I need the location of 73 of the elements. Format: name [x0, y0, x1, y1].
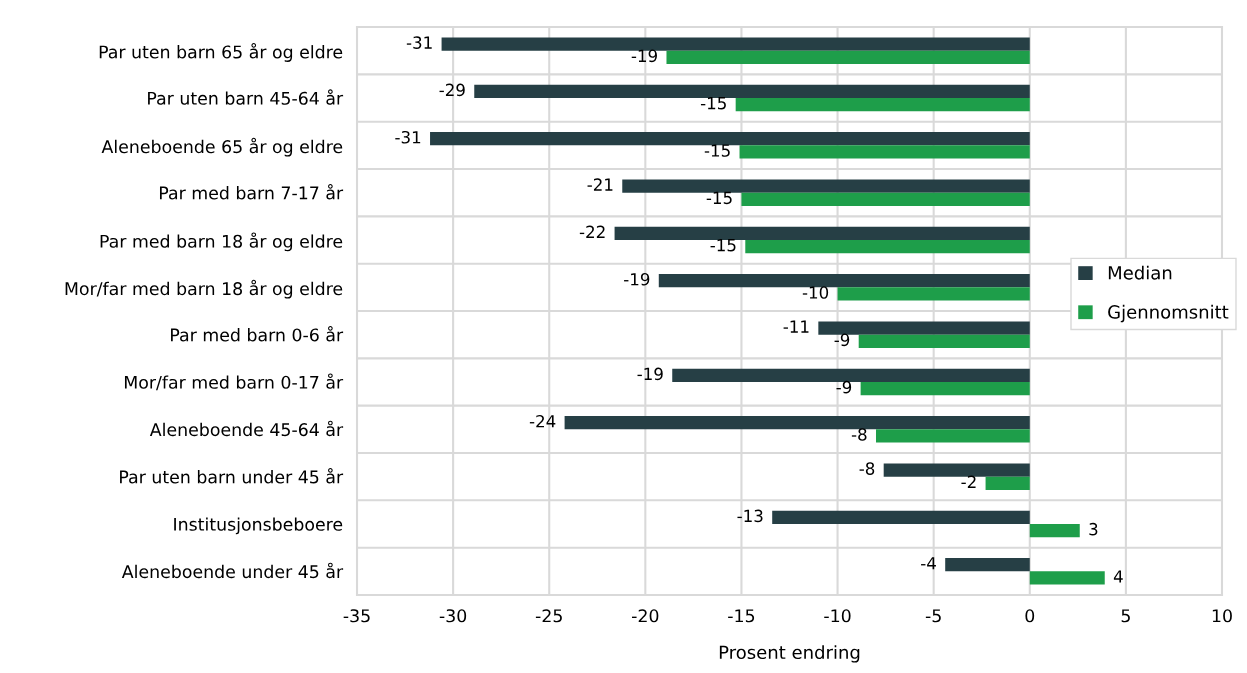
y-tick-label: Aleneboende 65 år og eldre	[101, 137, 343, 157]
bar	[945, 558, 1030, 572]
x-tick-label: 0	[1025, 609, 1035, 623]
data-label: 3	[1089, 522, 1098, 536]
bar	[658, 274, 1030, 288]
bar	[614, 226, 1030, 240]
data-label: -19	[624, 272, 650, 286]
bar	[883, 463, 1030, 477]
bar	[666, 50, 1030, 64]
y-tick-label: Aleneboende 45-64 år	[149, 420, 344, 437]
bar	[818, 321, 1030, 335]
bar	[745, 240, 1030, 254]
bar	[739, 145, 1030, 159]
y-tick-label: Par med barn 18 år og eldre	[100, 232, 343, 252]
bar	[985, 476, 1030, 490]
x-tick-label: -10	[824, 609, 851, 623]
bar	[876, 429, 1030, 443]
data-label: -11	[783, 320, 809, 333]
x-axis-title: Prosent endring	[719, 645, 860, 663]
y-tick-label: Aleneboende under 45 år	[121, 562, 344, 579]
x-tick-label: -25	[535, 609, 562, 623]
data-label: -15	[706, 191, 732, 205]
x-tick-label: -35	[343, 609, 370, 623]
data-label: -10	[802, 286, 829, 299]
x-tick-label: -20	[632, 609, 659, 623]
data-label: 4	[1113, 570, 1123, 583]
data-label: -15	[704, 144, 730, 157]
bar	[837, 287, 1030, 301]
legend-label: Gjennomsnitt	[1108, 304, 1229, 323]
bar	[1029, 524, 1080, 538]
x-tick-label: -30	[439, 609, 467, 623]
data-label: -9	[834, 333, 850, 347]
x-tick-label: 5	[1121, 609, 1130, 623]
y-tick-label: Par med barn 0-6 år	[171, 326, 344, 342]
bar	[741, 192, 1030, 206]
data-label: -9	[836, 380, 852, 394]
data-label: -8	[851, 428, 867, 441]
bar	[622, 179, 1030, 193]
data-label: -2	[961, 475, 976, 488]
bar	[860, 382, 1030, 396]
y-tick-label: Par uten barn under 45 år	[120, 468, 344, 484]
y-tick-label: Institusjonsbeboere	[174, 517, 343, 535]
bar	[564, 416, 1030, 430]
data-label: -31	[395, 130, 421, 144]
y-tick-label: Mor/far med barn 0-17 år	[124, 373, 344, 391]
y-tick-label: Par uten barn 45-64 år	[148, 89, 344, 105]
data-label: -21	[587, 178, 613, 191]
x-tick-label: -5	[925, 609, 941, 623]
y-tick-label: Par med barn 7-17 år	[159, 184, 344, 200]
x-tick-label: -15	[728, 609, 755, 623]
data-label: -31	[406, 36, 432, 49]
data-label: -19	[637, 367, 663, 381]
data-label: -22	[579, 225, 605, 238]
bar	[474, 84, 1030, 98]
data-label: -8	[859, 462, 875, 475]
data-label: -4	[921, 557, 936, 570]
data-label: -13	[737, 509, 763, 523]
data-label: -29	[439, 83, 465, 97]
data-label: -15	[700, 97, 726, 110]
bar	[441, 37, 1030, 51]
legend-label: Median	[1108, 265, 1172, 280]
bar	[430, 132, 1030, 146]
x-tick-label: 10	[1212, 609, 1232, 623]
bar	[772, 510, 1030, 524]
y-tick-label: Mor/far med barn 18 år og eldre	[65, 279, 343, 299]
bar	[735, 98, 1030, 112]
data-label: -19	[631, 49, 657, 63]
y-tick-label: Par uten barn 65 år og eldre	[99, 43, 343, 62]
data-label: -24	[529, 414, 556, 428]
bar	[1029, 571, 1105, 585]
bar	[858, 334, 1030, 348]
data-label: -15	[710, 239, 736, 252]
bar	[672, 368, 1030, 382]
